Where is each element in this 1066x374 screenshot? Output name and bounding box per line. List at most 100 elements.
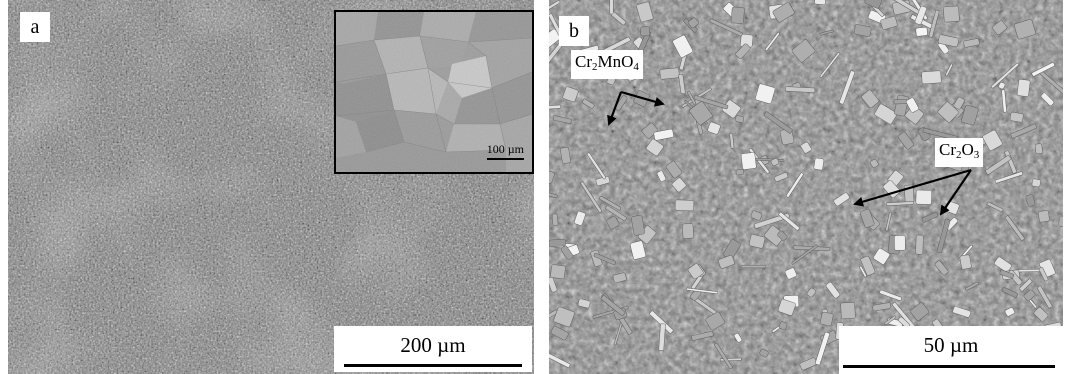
oxide-platelet [840,302,856,320]
oxide-platelet [682,223,694,239]
oxide-platelet [735,168,745,176]
oxide-platelet [1001,287,1018,298]
oxide-platelet [549,191,558,199]
oxide-platelet [718,255,735,269]
oxide-platelet [740,264,766,269]
oxide-platelet [659,67,680,80]
oxide-platelet [562,86,579,103]
oxide-platelet [763,111,793,134]
oxide-platelet [735,115,745,123]
oxide-platelet [1009,112,1024,123]
oxide-platelet [959,254,972,270]
oxide-platelet [693,95,729,110]
optical-inset: 100 µm [334,10,534,174]
oxide-platelet [595,176,611,186]
oxide-platelet [1004,215,1025,241]
oxide-platelet [729,133,735,149]
oxide-platelet [735,43,751,59]
oxide-platelet [778,321,788,330]
oxide-platelet [672,34,693,58]
oxide-platelet [943,5,960,23]
inset-grain-image [336,12,532,172]
oxide-platelet [953,96,965,110]
oxide-platelet [785,172,804,198]
oxide-platelet [870,159,879,168]
oxide-platelet [910,302,930,321]
oxide-platelet [580,181,602,213]
inset-scale-text: 100 µm [486,142,524,156]
oxide-platelet [791,39,816,63]
inset-scale-bar: 100 µm [486,142,524,160]
oxide-platelet [1025,194,1036,207]
oxide-platelet [991,62,1020,89]
scale-bar-a: 200 µm [334,326,532,372]
oxide-platelet [759,348,769,358]
oxide-platelet [992,20,1008,35]
oxide-platelet [833,192,850,207]
oxide-platelet [631,215,645,236]
oxide-platelet [998,82,1006,90]
oxide-platelet [963,38,980,48]
oxide-platelet [961,104,979,126]
oxide-platelet [819,52,841,78]
oxide-platelet [982,129,1003,151]
oxide-platelet [550,264,566,280]
oxide-platelet [705,311,725,331]
oxide-platelet [764,225,786,246]
oxide-platelet [688,17,699,29]
annotation-cr2o3: Cr2O3 [935,138,984,167]
oxide-platelet [605,205,627,222]
oxide-platelet [1031,62,1055,77]
oxide-platelet [880,16,898,30]
oxide-platelet [814,331,830,366]
oxide-platelet [1038,266,1049,282]
oxide-platelet [549,276,558,293]
oxide-platelet [893,99,907,105]
oxide-platelet [574,210,586,226]
oxide-platelet [825,281,841,299]
oxide-platelet [921,211,939,223]
oxide-platelet [1004,307,1015,317]
oxide-platelet [859,208,875,228]
oxide-platelet [691,330,714,341]
panel-label-a: a [20,12,50,42]
oxide-platelet [649,310,674,334]
oxide-platelet [606,216,620,230]
oxide-platelet [853,24,872,37]
oxide-platelet [1034,143,1043,155]
oxide-platelet [646,138,664,157]
scale-line-a [344,364,522,367]
oxide-platelet [994,256,1012,273]
oxide-platelet [560,245,574,260]
oxide-platelet [678,74,686,95]
oxide-platelet [777,230,788,241]
oxide-platelet [778,211,800,231]
oxide-platelet [658,323,666,351]
oxide-platelet [839,70,856,105]
oxide-platelet [689,101,713,126]
oxide-platelet [938,34,959,48]
oxide-platelet [549,0,561,13]
annotation-cr2mno4: Cr2MnO4 [571,50,643,79]
sem-panel-b: b Cr2MnO4 Cr2O3 50 µm [549,0,1063,374]
oxide-platelet [985,155,1012,175]
oxide-platelet [937,101,959,123]
oxide-platelet [599,195,622,211]
inset-scale-line [486,158,524,160]
oxide-platelet [577,298,591,309]
oxide-platelet [1019,278,1033,292]
oxide-platelet [600,294,626,317]
oxide-platelet [921,70,942,85]
oxide-platelet [549,171,555,184]
oxide-platelet [1033,307,1049,322]
oxide-platelet [740,152,757,170]
oxide-platelet [1036,285,1053,309]
oxide-platelet [774,172,789,182]
oxide-platelet [586,152,607,180]
panel-label-b: b [559,16,589,46]
oxide-platelet [1016,79,1031,97]
oxide-platelet [612,272,627,284]
oxide-platelet [994,171,1023,184]
oxide-platelet [813,157,825,171]
oxide-platelet [928,9,940,38]
